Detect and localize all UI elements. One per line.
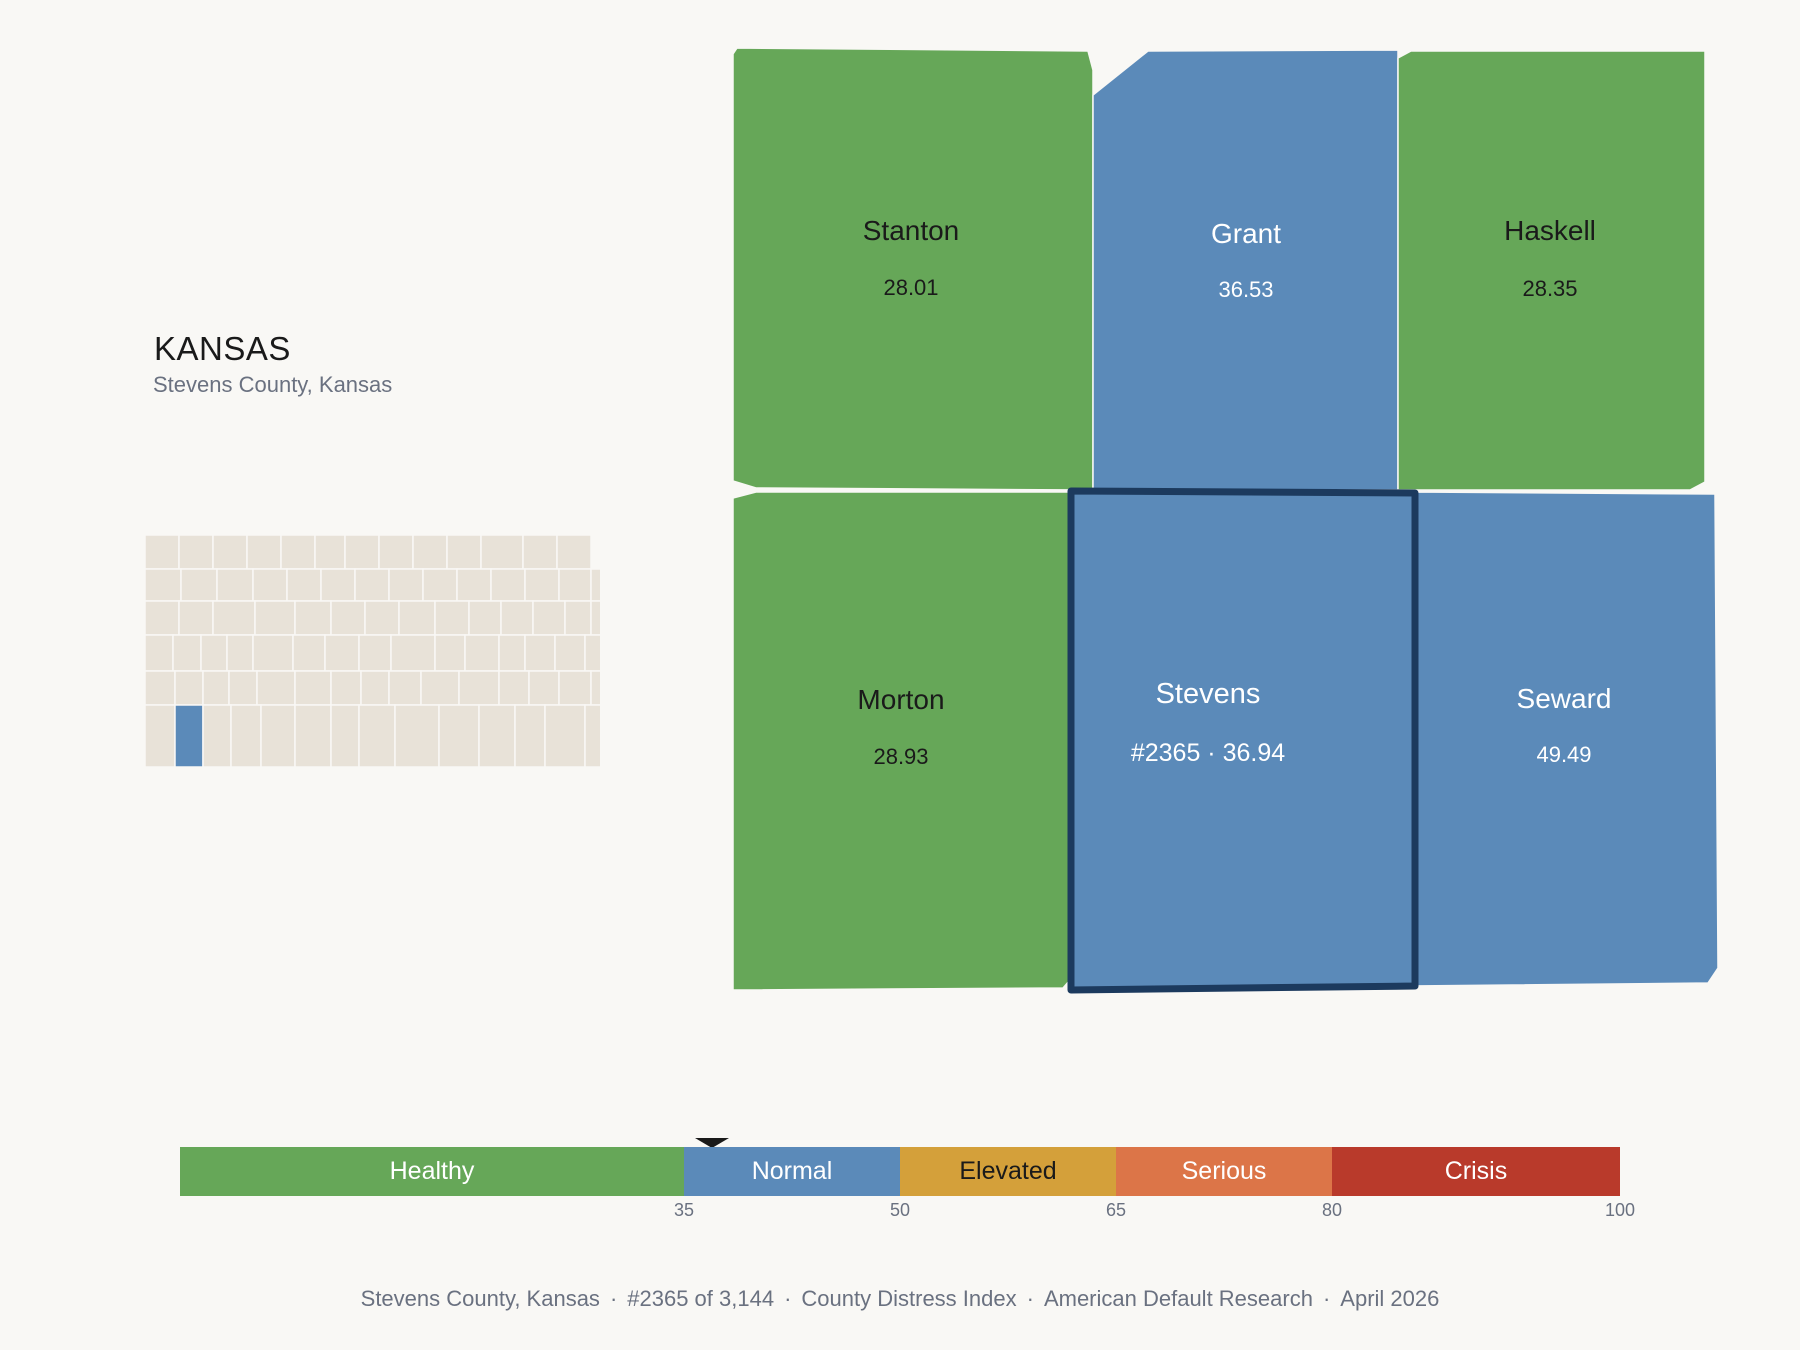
locator-county	[434, 634, 466, 672]
locator-county	[144, 568, 182, 602]
kansas-locator-map	[144, 534, 600, 768]
locator-county	[280, 534, 316, 570]
locator-county	[532, 600, 566, 636]
scale-tick-50: 50	[889, 1200, 911, 1220]
locator-county	[358, 634, 392, 672]
scale-segment-healthy: Healthy	[180, 1147, 684, 1196]
locator-county	[468, 600, 502, 636]
footer-caption: Stevens County, Kansas · #2365 of 3,144 · Co…	[360, 1286, 1440, 1311]
state-title: KANSAS	[154, 330, 291, 367]
locator-county	[590, 600, 600, 636]
locator-county	[456, 568, 492, 602]
locator-county	[500, 600, 534, 636]
county-value-seward: 49.49	[1536, 742, 1591, 767]
locator-county	[230, 704, 262, 768]
locator-county	[478, 704, 516, 768]
locator-county	[378, 534, 414, 570]
footer-rank: #2365 of 3,144	[627, 1286, 775, 1311]
footer-index: County Distress Index	[801, 1286, 1017, 1311]
county-value-grant: 36.53	[1218, 277, 1273, 302]
scale-segment-serious: Serious	[1116, 1147, 1332, 1196]
locator-county	[458, 670, 500, 706]
neighbor-county-map: Stanton 28.01 Grant 36.53 Haskell 28.35 Morton…	[732, 47, 1719, 994]
locator-county	[556, 534, 592, 570]
county-name-stanton: Stanton	[863, 215, 960, 246]
locator-county	[394, 704, 440, 768]
locator-county	[584, 634, 600, 672]
locator-county	[590, 670, 600, 706]
scale-tick-100: 100	[1604, 1200, 1636, 1220]
county-shape-haskell[interactable]	[1397, 50, 1706, 491]
locator-county	[490, 568, 526, 602]
county-name-morton: Morton	[857, 684, 944, 715]
footer-source: American Default Research	[1043, 1286, 1313, 1311]
scale-segment-normal: Normal	[684, 1147, 900, 1196]
locator-county	[544, 704, 586, 768]
locator-county	[226, 634, 254, 672]
county-shape-grant[interactable]	[1092, 49, 1399, 491]
county-shape-stanton[interactable]	[732, 47, 1094, 491]
footer-date: April 2026	[1340, 1286, 1440, 1311]
locator-county	[522, 534, 558, 570]
scale-tick-35: 35	[673, 1200, 695, 1220]
scale-tick-80: 80	[1321, 1200, 1343, 1220]
locator-county	[286, 568, 322, 602]
locator-county	[144, 670, 176, 706]
scale-marker-icon	[694, 1138, 729, 1148]
locator-county	[144, 704, 176, 768]
locator-county	[200, 634, 228, 672]
county-name-seward: Seward	[1517, 683, 1612, 714]
locator-county	[446, 534, 482, 570]
scale-segment-crisis: Crisis	[1332, 1147, 1620, 1196]
locator-county	[252, 568, 288, 602]
locator-county	[330, 704, 360, 768]
county-shape-morton[interactable]	[732, 491, 1071, 991]
county-name-haskell: Haskell	[1504, 215, 1596, 246]
county-shape-seward[interactable]	[1409, 491, 1719, 987]
county-value-haskell: 28.35	[1522, 276, 1577, 301]
footer-place: Stevens County, Kansas	[360, 1286, 600, 1311]
locator-county	[202, 704, 232, 768]
locator-county	[358, 704, 396, 768]
county-value-morton: 28.93	[873, 744, 928, 769]
locator-county	[498, 670, 530, 706]
scale-tick-65: 65	[1105, 1200, 1127, 1220]
county-value-stanton: 28.01	[883, 275, 938, 300]
locator-county	[554, 634, 586, 672]
locator-county	[178, 600, 214, 636]
locator-county	[528, 670, 560, 706]
county-shape-stevens[interactable]	[1067, 487, 1419, 994]
locator-county	[314, 534, 346, 570]
locator-county	[590, 568, 600, 602]
locator-county	[144, 634, 174, 672]
locator-county	[584, 704, 600, 768]
county-name-grant: Grant	[1211, 218, 1281, 249]
locator-county	[294, 670, 332, 706]
locator-county	[254, 600, 296, 636]
scale-segment-elevated: Elevated	[900, 1147, 1116, 1196]
county-value-stevens: #2365 · 36.94	[1131, 739, 1285, 767]
county-name-stevens: Stevens	[1156, 678, 1261, 710]
locator-county	[390, 634, 436, 672]
state-subtitle: Stevens County, Kansas	[153, 372, 393, 397]
locator-county	[514, 704, 546, 768]
locator-county	[260, 704, 296, 768]
